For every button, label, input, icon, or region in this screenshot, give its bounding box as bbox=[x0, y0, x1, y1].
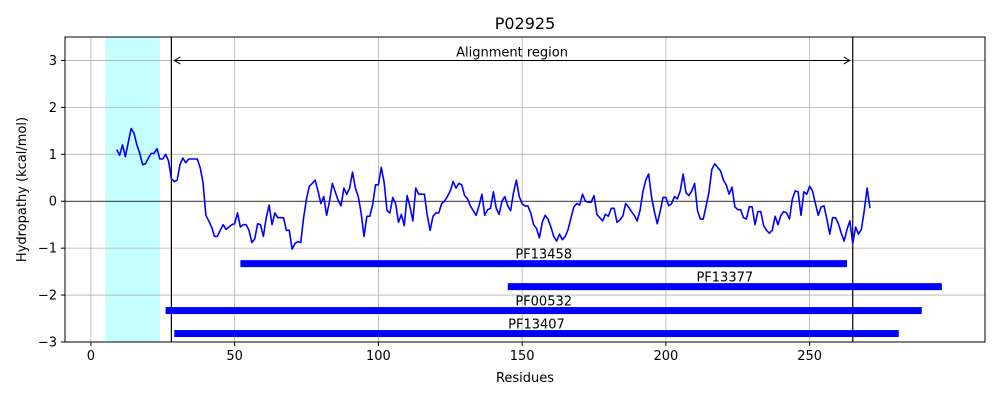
x-tick-label: 250 bbox=[797, 349, 822, 364]
domain-bar bbox=[240, 260, 847, 268]
alignment-arrow-left bbox=[173, 56, 181, 65]
x-tick-label: 50 bbox=[226, 349, 243, 364]
y-axis-label: Hydropathy (kcal/mol) bbox=[15, 117, 30, 262]
plot-frame bbox=[64, 36, 986, 343]
x-tick-label: 100 bbox=[366, 349, 391, 364]
domain-bar bbox=[174, 330, 899, 338]
domain-label: PF13377 bbox=[696, 271, 753, 286]
domain-label: PF00532 bbox=[515, 295, 572, 310]
domain-label: PF13458 bbox=[515, 248, 572, 263]
x-tick-label: 150 bbox=[510, 349, 535, 364]
x-tick-label: 0 bbox=[87, 349, 95, 364]
y-tick-label: −3 bbox=[38, 336, 57, 351]
plot-area: Alignment region PF13458 PF13377 PF00532 PF1… bbox=[38, 36, 986, 364]
domain-bar bbox=[507, 283, 942, 291]
domain-bar bbox=[165, 307, 922, 315]
domain-label: PF13407 bbox=[508, 318, 565, 333]
y-tick-label: 3 bbox=[49, 54, 57, 69]
x-tick-label: 200 bbox=[653, 349, 678, 364]
alignment-region-label: Alignment region bbox=[456, 45, 568, 60]
x-axis-label: Residues bbox=[496, 371, 554, 386]
hydropathy-line bbox=[116, 127, 871, 250]
y-tick-label: 1 bbox=[49, 148, 57, 163]
chart-title: P02925 bbox=[495, 14, 556, 33]
y-tick-label: −2 bbox=[38, 289, 57, 304]
y-tick-label: 0 bbox=[49, 195, 57, 210]
alignment-arrow-right bbox=[843, 56, 851, 65]
y-tick-label: 2 bbox=[49, 101, 57, 116]
y-tick-label: −1 bbox=[38, 242, 57, 257]
highlight-region bbox=[105, 37, 160, 342]
